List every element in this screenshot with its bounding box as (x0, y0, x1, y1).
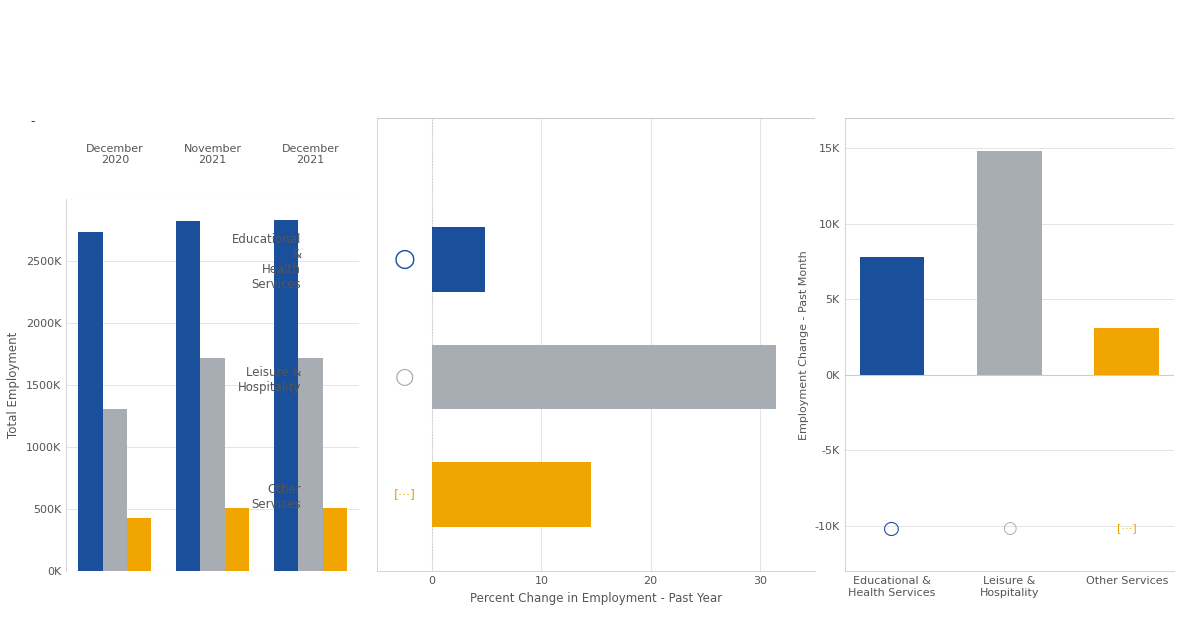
X-axis label: Percent Change in Employment - Past Year: Percent Change in Employment - Past Year (470, 592, 722, 605)
Text: ○: ○ (395, 367, 415, 387)
Bar (103, 409, 127, 571)
Bar (274, 220, 298, 571)
Text: -: - (30, 115, 35, 127)
Bar (432, 345, 776, 409)
Text: [···]: [···] (1117, 523, 1137, 533)
Text: ○: ○ (883, 519, 901, 538)
Text: [···]: [···] (394, 488, 416, 501)
Text: ○: ○ (394, 247, 416, 271)
Bar (200, 358, 225, 571)
Bar (1095, 328, 1160, 375)
Bar (78, 232, 103, 571)
Text: November
2021: November 2021 (183, 143, 242, 165)
Text: ○: ○ (1002, 519, 1017, 537)
Bar (978, 152, 1041, 375)
Y-axis label: Employment Change - Past Month: Employment Change - Past Month (799, 250, 809, 440)
Text: Industry Overview: Industry Overview (16, 22, 188, 40)
Bar (860, 257, 924, 375)
Text: December
2020: December 2020 (86, 143, 144, 165)
Text: California Employment Report, UCR Center for Economic Forecasting: California Employment Report, UCR Center… (16, 61, 520, 76)
Bar (432, 463, 591, 527)
Bar (298, 358, 322, 571)
Y-axis label: Total Employment: Total Employment (7, 332, 20, 438)
Bar (225, 508, 249, 571)
Text: December
2021: December 2021 (282, 143, 339, 165)
Bar (322, 508, 347, 571)
Bar (176, 221, 200, 571)
Bar (127, 518, 151, 571)
Bar (432, 227, 484, 292)
